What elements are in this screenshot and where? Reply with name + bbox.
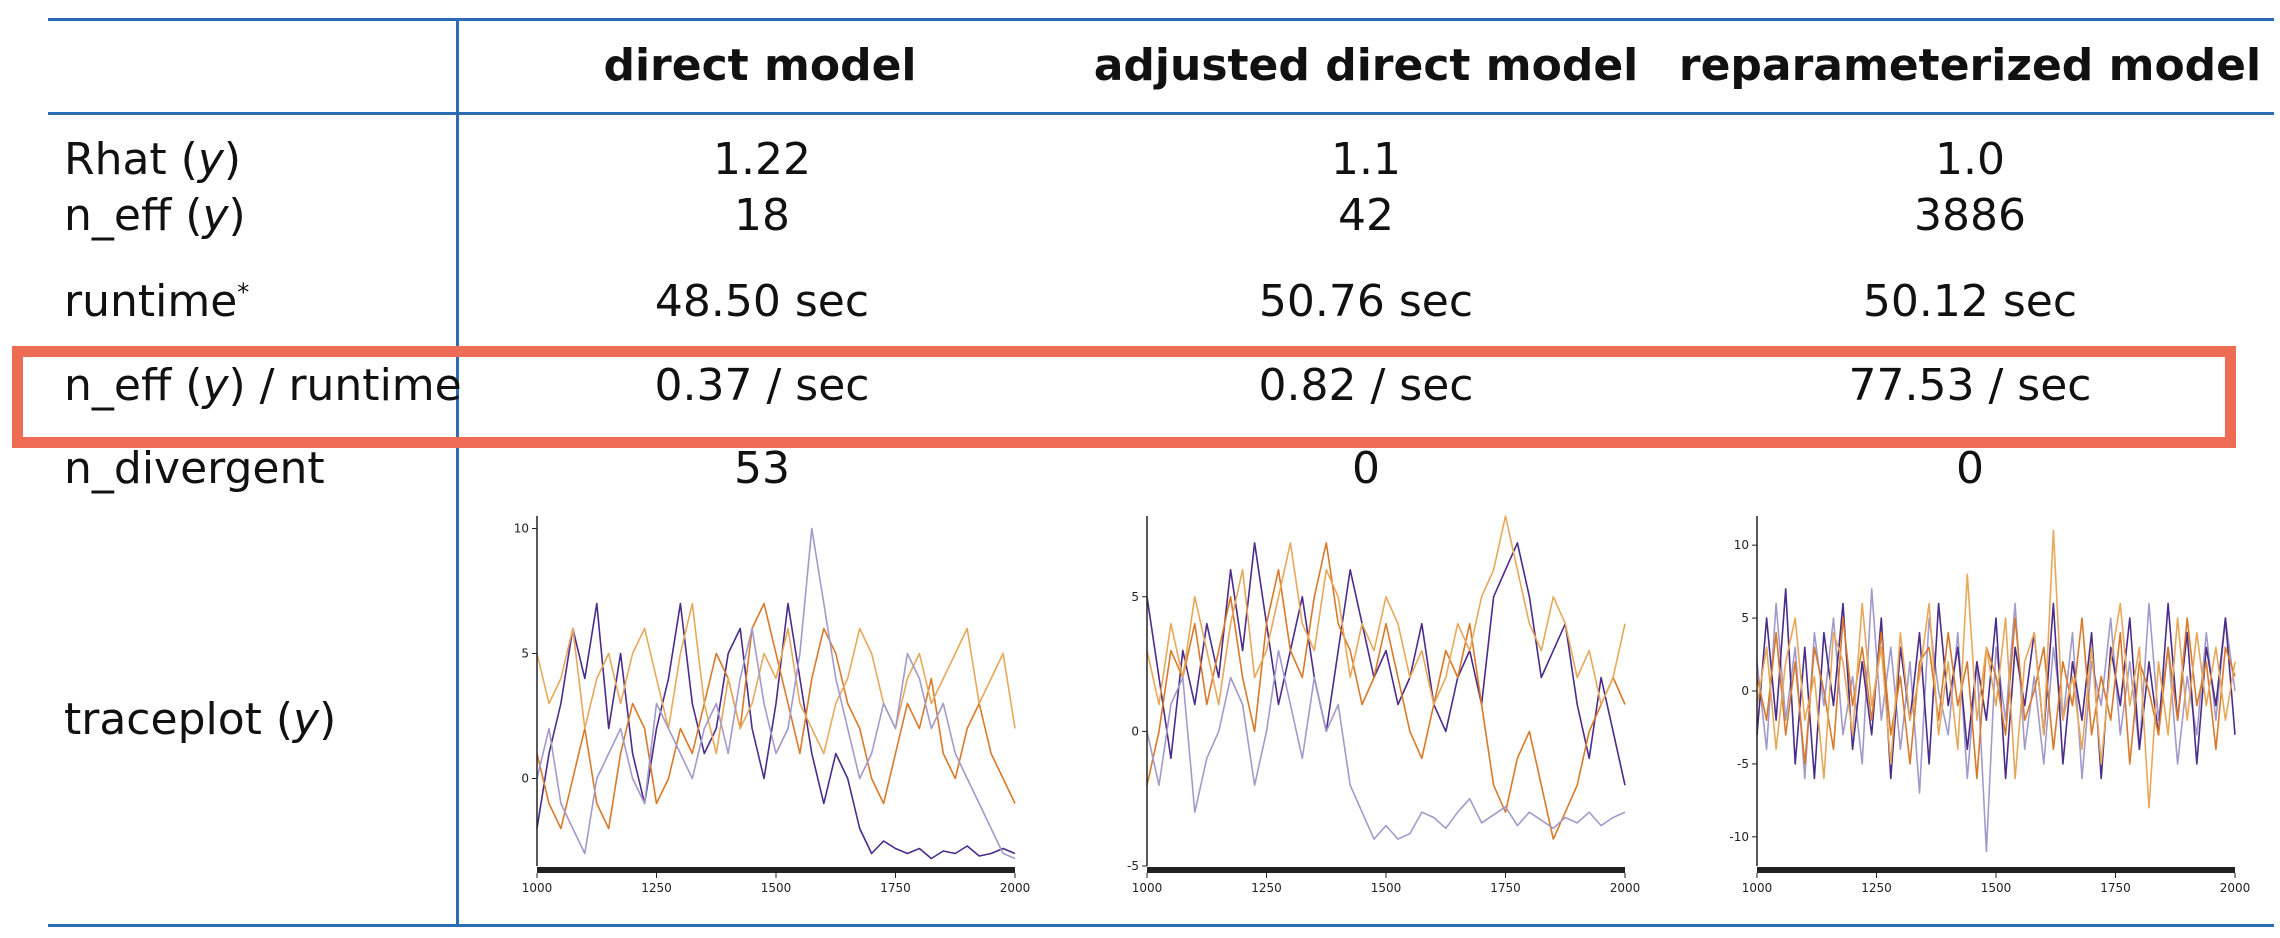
y-tick-label: -5 bbox=[1737, 757, 1749, 771]
n-eff-reparameterized: 3886 bbox=[1914, 190, 2026, 241]
label-column-rule bbox=[456, 18, 459, 926]
y-tick-label: -5 bbox=[1127, 859, 1139, 873]
x-tick-label: 1250 bbox=[641, 881, 672, 893]
row-label-n-eff-per-runtime: n_eff (y) / runtime bbox=[64, 360, 462, 411]
n-eff-per-runtime-reparameterized: 77.53 / sec bbox=[1848, 360, 2092, 411]
highlight-box bbox=[12, 346, 2236, 448]
n-divergent-adjusted: 0 bbox=[1352, 443, 1380, 494]
y-tick-label: 5 bbox=[1741, 611, 1749, 625]
traceplot-adjusted-direct-model: -5 0 5 1000 1250 1500 1750 2000 bbox=[1127, 515, 1640, 893]
x-tick-label: 1500 bbox=[1371, 881, 1402, 893]
x-tick-label: 1250 bbox=[1251, 881, 1282, 893]
trace-series-3 bbox=[1756, 529, 2236, 809]
x-tick-label: 1000 bbox=[1132, 881, 1163, 893]
y-tick-label: 5 bbox=[1131, 590, 1139, 604]
rhat-direct: 1.22 bbox=[713, 134, 811, 185]
x-tick-label: 1500 bbox=[761, 881, 792, 893]
trace-series-2 bbox=[1146, 515, 1626, 706]
trace-series-3 bbox=[1146, 649, 1626, 840]
column-header-direct-model: direct model bbox=[603, 40, 917, 91]
row-label-n-divergent: n_divergent bbox=[64, 443, 325, 494]
y-tick-label: 0 bbox=[1131, 724, 1139, 738]
x-tick-label: 1750 bbox=[2100, 881, 2131, 893]
y-tick-label: 5 bbox=[521, 647, 529, 661]
x-tick-label: 1250 bbox=[1861, 881, 1892, 893]
trace-series-3 bbox=[536, 527, 1016, 860]
x-tick-label: 1000 bbox=[1742, 881, 1773, 893]
trace-series-1 bbox=[536, 602, 1016, 830]
bottom-rule bbox=[48, 924, 2274, 927]
traceplot-direct-model: 0 5 10 1000 1250 1500 1750 2000 bbox=[514, 516, 1030, 893]
rhat-adjusted: 1.1 bbox=[1331, 134, 1401, 185]
x-tick-label: 2000 bbox=[1610, 881, 1640, 893]
top-rule bbox=[48, 18, 2274, 21]
trace-series-0 bbox=[1146, 542, 1626, 786]
y-tick-label: 0 bbox=[1741, 684, 1749, 698]
column-header-reparameterized-model: reparameterized model bbox=[1678, 40, 2262, 91]
n-eff-direct: 18 bbox=[734, 190, 790, 241]
y-tick-label: -10 bbox=[1729, 830, 1749, 844]
y-tick-label: 10 bbox=[514, 522, 529, 536]
n-eff-per-runtime-adjusted: 0.82 / sec bbox=[1258, 360, 1474, 411]
x-tick-label: 2000 bbox=[1000, 881, 1030, 893]
header-rule bbox=[48, 112, 2274, 115]
y-tick-label: 10 bbox=[1734, 538, 1749, 552]
x-tick-label: 1750 bbox=[1490, 881, 1521, 893]
row-label-traceplot: traceplot (y) bbox=[64, 694, 337, 745]
x-tick-label: 1750 bbox=[880, 881, 911, 893]
trace-series-2 bbox=[536, 602, 1016, 755]
n-divergent-reparameterized: 0 bbox=[1956, 443, 1984, 494]
column-header-adjusted-direct-model: adjusted direct model bbox=[1093, 40, 1639, 91]
x-tick-label: 2000 bbox=[2220, 881, 2250, 893]
x-tick-label: 1000 bbox=[522, 881, 553, 893]
row-label-runtime: runtime* bbox=[64, 276, 250, 327]
runtime-reparameterized: 50.12 sec bbox=[1862, 276, 2078, 327]
y-tick-label: 0 bbox=[521, 772, 529, 786]
runtime-adjusted: 50.76 sec bbox=[1258, 276, 1474, 327]
trace-series-0 bbox=[1756, 588, 2236, 853]
traceplot-reparameterized-model: -10 -5 0 5 10 1000 1250 1500 1750 2000 bbox=[1729, 516, 2250, 893]
x-tick-label: 1500 bbox=[1981, 881, 2012, 893]
n-eff-per-runtime-direct: 0.37 / sec bbox=[654, 360, 870, 411]
runtime-direct: 48.50 sec bbox=[654, 276, 870, 327]
row-label-n-eff: n_eff (y) bbox=[64, 190, 246, 241]
trace-series-1 bbox=[1146, 542, 1626, 840]
row-label-rhat: Rhat (y) bbox=[64, 134, 242, 185]
n-eff-adjusted: 42 bbox=[1338, 190, 1394, 241]
rhat-reparameterized: 1.0 bbox=[1935, 134, 2005, 185]
n-divergent-direct: 53 bbox=[734, 443, 790, 494]
trace-series-0 bbox=[536, 602, 1016, 860]
